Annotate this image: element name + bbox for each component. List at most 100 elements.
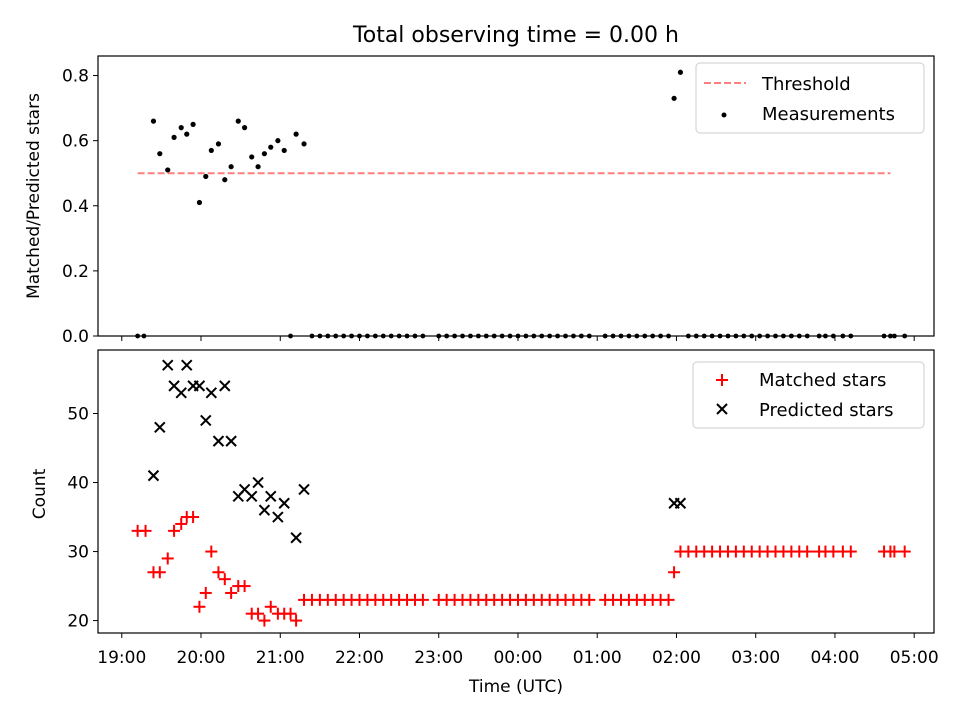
ratio-axes-frame: [97, 55, 935, 337]
matched-star-point: [199, 586, 212, 599]
ratio-x-ticks: [121, 336, 915, 341]
matched-star-point: [187, 511, 200, 524]
matched-star-point: [238, 580, 251, 593]
matched-star-point: [416, 593, 429, 606]
measurement-point: [222, 177, 228, 183]
matched-star-point: [284, 607, 297, 620]
count-panel: 19:00 20:00 21:00 22:00 23:00 00:00 01:00 02:00…: [30, 349, 939, 697]
measurement-point: [157, 151, 163, 157]
matched-star-point: [225, 586, 238, 599]
predicted-star-point: [162, 359, 174, 371]
predicted-star-point: [272, 511, 284, 523]
matched-star-point: [888, 545, 901, 558]
x-tick-label: 19:00: [97, 648, 146, 668]
measurement-point: [165, 167, 171, 173]
matched-star-point: [668, 566, 681, 579]
matched-star-point: [193, 600, 206, 613]
matched-star-point: [801, 545, 814, 558]
predicted-star-point: [290, 532, 302, 544]
predicted-legend-label: Predicted stars: [759, 400, 893, 421]
predicted-star-point: [298, 483, 310, 496]
predicted-legend-swatch: [716, 403, 728, 415]
matched-legend-swatch: [716, 374, 728, 386]
measurement-point: [190, 121, 196, 127]
predicted-star-point: [181, 359, 193, 371]
ratio-measurements-layer: [135, 69, 908, 339]
measurement-point: [171, 134, 177, 140]
ratio-panel: 0.00.20.40.60.8 Matched/Predicted stars …: [24, 55, 935, 347]
ratio-y-ticks: 0.0 0.2 0.4 0.6 0.8: [62, 67, 98, 347]
x-tick-label: 23:00: [414, 648, 463, 668]
ratio-y-tick-label: 0.6: [62, 132, 89, 152]
measurement-point: [301, 141, 307, 147]
measurement-point: [208, 147, 214, 154]
matched-star-point: [898, 545, 911, 558]
measurement-point: [671, 95, 677, 101]
matched-star-point: [139, 524, 152, 537]
matched-star-point: [258, 614, 271, 627]
x-tick-label: 05:00: [890, 648, 939, 668]
matched-star-point: [175, 517, 188, 530]
matched-star-point: [212, 566, 225, 579]
x-tick-label: 01:00: [573, 648, 622, 668]
matched-star-point: [168, 524, 181, 537]
matched-star-point: [844, 545, 857, 558]
predicted-star-point: [265, 490, 277, 503]
ratio-legend-box: [695, 62, 925, 134]
count-y-tick-label: 30: [67, 543, 89, 563]
predicted-star-point: [193, 380, 206, 392]
chart-title: Total observing time = 0.00 h: [352, 23, 679, 48]
x-tick-label: 03:00: [731, 648, 780, 668]
measurement-point: [196, 199, 203, 206]
predicted-star-point: [212, 435, 225, 447]
measurement-point: [150, 118, 157, 124]
matched-star-point: [153, 566, 166, 579]
measurement-point: [261, 151, 268, 157]
matched-star-point: [583, 593, 596, 606]
predicted-star-point: [175, 387, 187, 399]
predicted-star-point: [674, 497, 687, 509]
measurements-legend-label: Measurements: [762, 104, 895, 125]
predicted-star-point: [200, 414, 212, 427]
count-x-ticks: 19:00 20:00 21:00 22:00 23:00 00:00 01:00 02:00…: [97, 633, 939, 668]
predicted-star-point: [219, 380, 231, 392]
threshold-legend-label: Threshold: [761, 74, 851, 95]
measurement-point: [215, 141, 222, 147]
matched-star-point: [662, 593, 675, 606]
x-tick-label: 04:00: [810, 648, 859, 668]
predicted-star-point: [252, 476, 264, 489]
ratio-y-tick-label: 0.2: [62, 262, 89, 282]
measurement-point: [235, 118, 241, 124]
predicted-star-point: [258, 504, 271, 516]
predicted-star-point: [154, 421, 166, 434]
matched-star-point: [264, 600, 277, 613]
measurement-point: [255, 164, 261, 170]
measurement-point: [268, 144, 274, 150]
x-tick-label: 20:00: [177, 648, 226, 668]
matched-star-point: [205, 545, 218, 558]
count-legend-box: [692, 361, 925, 429]
x-tick-label: 02:00: [652, 648, 701, 668]
count-y-axis-label: Count: [30, 468, 50, 519]
ratio-y-tick-label: 0.0: [62, 327, 89, 347]
matched-legend-label: Matched stars: [759, 370, 886, 391]
measurement-point: [293, 131, 299, 137]
count-y-tick-label: 20: [67, 612, 89, 632]
predicted-star-point: [225, 435, 237, 447]
matched-star-point: [290, 614, 303, 627]
measurement-point: [249, 154, 255, 160]
count-y-tick-label: 50: [67, 405, 89, 425]
measurement-point: [275, 138, 281, 144]
measurement-point: [677, 69, 684, 75]
ratio-y-tick-label: 0.8: [62, 67, 89, 87]
x-tick-label: 00:00: [493, 648, 542, 668]
count-axes-frame: [97, 349, 935, 634]
x-axis-label: Time (UTC): [468, 677, 563, 697]
count-y-ticks: 20 30 40 50: [67, 405, 98, 632]
ratio-y-axis-label: Matched/Predicted stars: [24, 93, 44, 299]
predicted-star-point: [278, 497, 290, 509]
matched-star-point: [161, 552, 174, 565]
predicted-star-point: [147, 469, 160, 482]
matched-star-point: [218, 573, 231, 586]
